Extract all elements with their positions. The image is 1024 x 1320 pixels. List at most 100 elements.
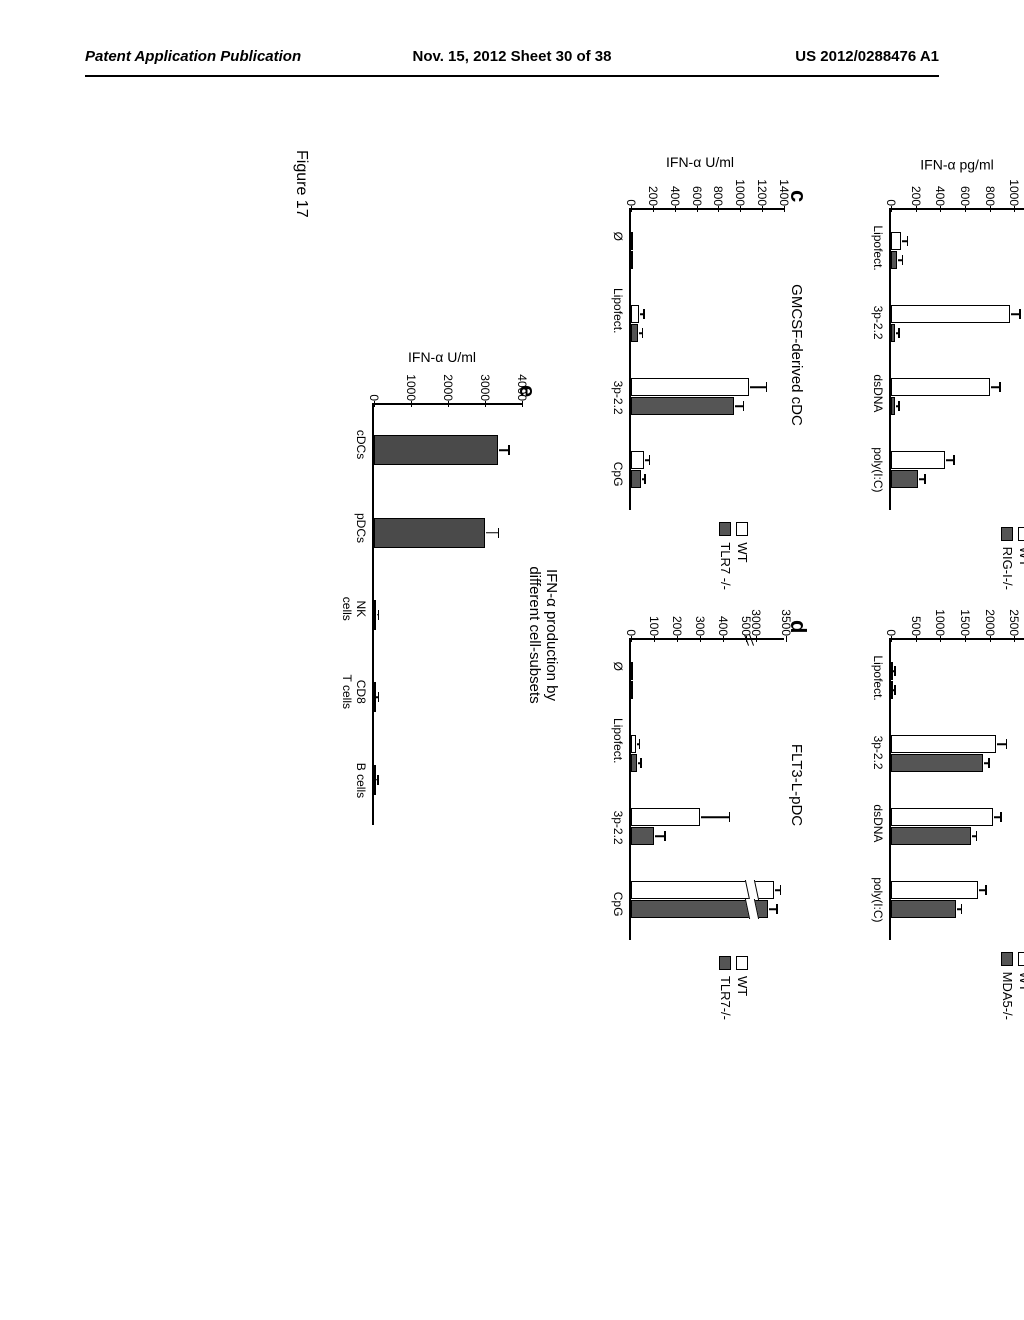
y-tick: 1000: [733, 162, 747, 206]
y-tick: 2000: [983, 592, 997, 636]
legend-c-wt-label: WT: [735, 542, 750, 562]
plot-b: 050010001500200025003000: [889, 638, 1024, 940]
bar-group: [631, 735, 637, 772]
error-cap: [1001, 812, 1003, 822]
figure-caption: Figure 17: [292, 150, 310, 218]
error-bar: [1011, 313, 1020, 315]
chart-c: GMCSF-derived cDC IFN-α U/ml 02004006008…: [611, 200, 805, 510]
error-cap: [907, 236, 909, 246]
bar: [631, 397, 734, 415]
panel-a: a GMCSF-derived cDC IFN-α pg/ml 02004006…: [871, 200, 1024, 510]
bar: [631, 662, 633, 680]
yaxis-a: 020040060080010001200: [891, 162, 1024, 206]
x-label: 3p-2.2: [611, 381, 625, 415]
chart-c-title: GMCSF-derived cDC: [788, 200, 805, 510]
bar-group: [374, 518, 485, 548]
y-tick: 1200: [755, 162, 769, 206]
legend-c-ko-label: TLR7 -/-: [718, 542, 733, 590]
bar-break: [745, 880, 759, 900]
bar-group: [891, 662, 893, 699]
legend-a-ko: RIG-I-/-: [1000, 527, 1015, 590]
y-tick: 4000: [515, 357, 529, 401]
bar: [891, 754, 984, 772]
chart-d-title: FLT3-L-pDC: [788, 630, 805, 940]
bar-group: [374, 682, 376, 712]
bar-group: [891, 378, 990, 415]
y-tick: 1500: [958, 592, 972, 636]
bar-group: [891, 232, 901, 269]
error-cap: [664, 831, 666, 841]
bar: [891, 808, 994, 826]
yaxis-c: 0200400600800100012001400: [631, 162, 784, 206]
error-cap: [898, 401, 900, 411]
y-tick: 0: [367, 357, 381, 401]
chart-b: GMCSF-derived cDC 0500100015002000250030…: [871, 630, 1024, 940]
legend-box-ko-c: [720, 522, 732, 536]
bar-group: [631, 881, 774, 918]
error-bar: [946, 459, 954, 461]
plot-d: 010020030040050030003500: [629, 638, 784, 940]
error-cap: [976, 831, 978, 841]
bar: [891, 681, 893, 699]
error-cap: [378, 610, 380, 620]
legend-a-ko-label: RIG-I-/-: [1000, 547, 1015, 590]
yaxis-d: 010020030040050030003500: [631, 592, 784, 636]
legend-box-ko-b: [1002, 952, 1014, 966]
bar: [631, 754, 637, 772]
y-tick: 1000: [404, 357, 418, 401]
bar: [631, 451, 644, 469]
error-cap: [961, 904, 963, 914]
legend-b-ko: MDA5-/-: [1000, 952, 1015, 1020]
error-cap: [776, 904, 778, 914]
x-label: CpG: [611, 462, 625, 487]
legend-d-wt: WT: [735, 956, 750, 1020]
bar: [631, 251, 633, 269]
chart-a: GMCSF-derived cDC IFN-α pg/ml 0200400600…: [871, 200, 1024, 510]
legend-a-wt: WT: [1017, 527, 1024, 590]
bar: [374, 435, 498, 465]
error-cap: [766, 382, 768, 392]
legend-c: WT TLR7 -/-: [716, 522, 750, 590]
bar-group: [631, 232, 633, 269]
panel-b: b GMCSF-derived cDC 05001000150020002500…: [871, 630, 1024, 940]
y-tick: 300: [693, 592, 707, 636]
x-label: Lipofect.: [611, 718, 625, 763]
bar-group: [374, 765, 376, 795]
bar: [891, 451, 945, 469]
y-tick: 400: [933, 162, 947, 206]
error-bar: [991, 386, 1000, 388]
bars-b: [891, 640, 1024, 940]
figure-17: a GMCSF-derived cDC IFN-α pg/ml 02004006…: [60, 300, 980, 980]
error-bar: [997, 743, 1006, 745]
x-label: poly(I:C): [871, 877, 885, 922]
error-bar: [701, 816, 729, 818]
legend-d-wt-label: WT: [735, 976, 750, 996]
bar: [631, 900, 768, 918]
y-tick: 400: [668, 162, 682, 206]
bar-group: [631, 378, 749, 415]
y-tick: 600: [958, 162, 972, 206]
bars-e: [374, 405, 522, 825]
legend-a: WT RIG-I-/-: [998, 527, 1024, 590]
bar: [891, 900, 956, 918]
bar: [631, 881, 774, 899]
bar-group: [891, 808, 994, 845]
y-tick: 3000: [478, 357, 492, 401]
y-tick: 1400: [777, 162, 791, 206]
header-right: US 2012/0288476 A1: [795, 48, 939, 65]
error-cap: [377, 775, 379, 785]
legend-box-wt-b: [1019, 952, 1024, 966]
error-cap: [643, 309, 645, 319]
bar-group: [374, 435, 498, 465]
y-tick: 1000: [933, 592, 947, 636]
bar: [891, 662, 893, 680]
panel-d: d FLT3-L-pDC 010020030040050030003500 ØL…: [611, 630, 805, 940]
y-tick: 800: [711, 162, 725, 206]
y-tick: 400: [716, 592, 730, 636]
bar: [891, 827, 971, 845]
bar-group: [631, 451, 644, 488]
plot-c: 0200400600800100012001400: [629, 208, 784, 510]
yaxis-e: 01000200030004000: [374, 357, 522, 401]
bars-a: [891, 210, 1024, 510]
error-cap: [898, 328, 900, 338]
